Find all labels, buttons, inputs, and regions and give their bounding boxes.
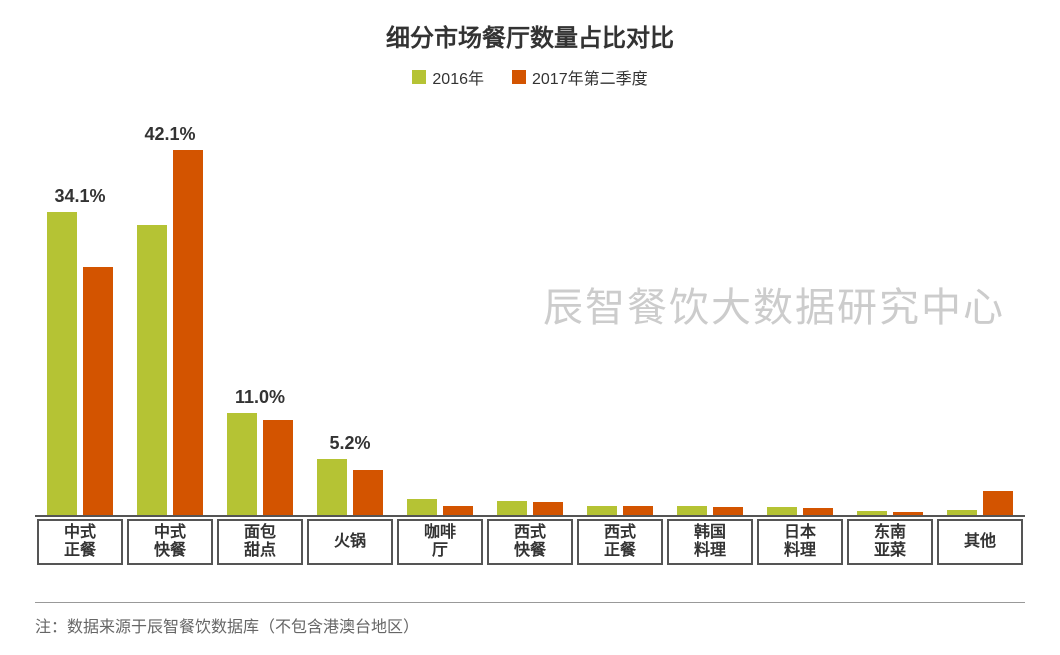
legend-item-2016: 2016年 [412, 65, 484, 89]
chart-container: 细分市场餐厅数量占比对比 2016年 2017年第二季度 辰智餐饮大数据研究中心… [0, 0, 1060, 655]
bar-2017 [713, 507, 743, 515]
bar-2017 [893, 512, 923, 515]
value-label: 34.1% [54, 186, 105, 207]
chart-baseline [35, 515, 1025, 517]
bar-2016 [47, 212, 77, 515]
category-label: 面包 甜点 [217, 519, 303, 565]
bar-2017 [353, 470, 383, 515]
category-label: 西式 正餐 [577, 519, 663, 565]
bar-group [587, 506, 653, 515]
bar-2017 [983, 491, 1013, 515]
legend-label-2017: 2017年第二季度 [532, 65, 648, 89]
bar-group [317, 459, 383, 515]
bar-2017 [623, 506, 653, 515]
legend-label-2016: 2016年 [432, 65, 484, 89]
bar-2017 [443, 506, 473, 515]
bar-group [227, 413, 293, 515]
plot-area: 辰智餐饮大数据研究中心 中式 正餐34.1%中式 快餐42.1%面包 甜点11.… [35, 125, 1025, 565]
category-label: 其他 [937, 519, 1023, 565]
bar-group [767, 507, 833, 515]
category-label: 西式 快餐 [487, 519, 573, 565]
category-label: 东南 亚菜 [847, 519, 933, 565]
bar-2016 [227, 413, 257, 515]
bar-group [137, 150, 203, 515]
bar-2016 [677, 506, 707, 515]
bar-2016 [857, 511, 887, 515]
bar-2016 [317, 459, 347, 515]
bar-group [407, 499, 473, 515]
bar-group [677, 506, 743, 515]
chart-title: 细分市场餐厅数量占比对比 [0, 0, 1060, 53]
value-label: 11.0% [235, 387, 285, 408]
bar-2016 [767, 507, 797, 515]
legend-item-2017: 2017年第二季度 [512, 65, 648, 89]
category-label: 日本 料理 [757, 519, 843, 565]
bar-2017 [173, 150, 203, 515]
bar-group [857, 511, 923, 515]
bar-2016 [497, 501, 527, 515]
bar-2016 [137, 225, 167, 515]
bar-group [947, 491, 1013, 515]
bar-2017 [533, 502, 563, 515]
bar-group [497, 501, 563, 515]
legend-swatch-2017 [512, 70, 526, 84]
bar-2017 [803, 508, 833, 515]
category-label: 火锅 [307, 519, 393, 565]
legend-swatch-2016 [412, 70, 426, 84]
footer-divider [35, 602, 1025, 603]
category-label: 韩国 料理 [667, 519, 753, 565]
chart-footnote: 注：数据来源于辰智餐饮数据库（不包含港澳台地区） [35, 613, 419, 637]
chart-legend: 2016年 2017年第二季度 [0, 65, 1060, 89]
value-label: 5.2% [329, 433, 370, 454]
category-label: 中式 正餐 [37, 519, 123, 565]
bar-2016 [587, 506, 617, 515]
bar-2017 [83, 267, 113, 515]
bar-2016 [407, 499, 437, 515]
bar-2017 [263, 420, 293, 515]
value-label: 42.1% [144, 124, 195, 145]
category-label: 咖啡 厅 [397, 519, 483, 565]
bar-group [47, 212, 113, 515]
bar-2016 [947, 510, 977, 515]
category-label: 中式 快餐 [127, 519, 213, 565]
